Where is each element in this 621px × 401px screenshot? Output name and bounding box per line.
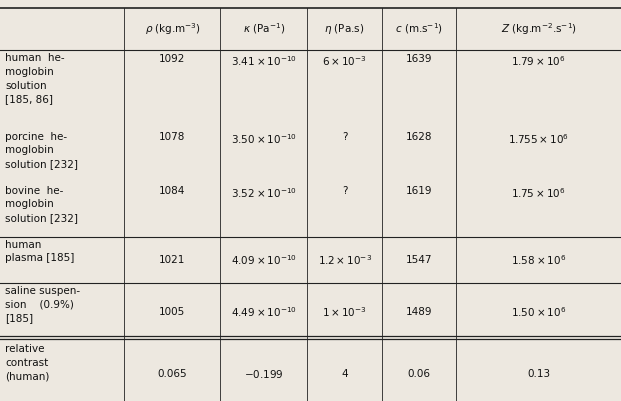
Text: $-0.199$: $-0.199$ (244, 368, 284, 380)
Text: saline suspen-
sion    (0.9%)
[185]: saline suspen- sion (0.9%) [185] (5, 286, 80, 323)
Text: 4: 4 (342, 369, 348, 379)
Text: $1.50 \times 10^{6}$: $1.50 \times 10^{6}$ (511, 305, 566, 319)
Text: $Z$ (kg.m$^{-2}$.s$^{-1}$): $Z$ (kg.m$^{-2}$.s$^{-1}$) (501, 21, 577, 37)
Text: 1005: 1005 (159, 307, 186, 317)
Text: $1.75 \times 10^{6}$: $1.75 \times 10^{6}$ (512, 186, 566, 200)
Text: human
plasma [185]: human plasma [185] (5, 240, 75, 263)
Text: 0.06: 0.06 (407, 369, 431, 379)
Text: $1.755 \times 10^{6}$: $1.755 \times 10^{6}$ (508, 132, 569, 146)
Text: 0.065: 0.065 (158, 369, 187, 379)
Text: $3.50 \times 10^{-10}$: $3.50 \times 10^{-10}$ (231, 132, 297, 146)
Text: 1639: 1639 (406, 54, 432, 64)
Text: relative
contrast
(human): relative contrast (human) (5, 344, 49, 381)
Text: 1021: 1021 (159, 255, 186, 265)
Text: 1078: 1078 (159, 132, 186, 142)
Text: human  he-
moglobin
solution
[185, 86]: human he- moglobin solution [185, 86] (5, 53, 65, 104)
Text: bovine  he-
moglobin
solution [232]: bovine he- moglobin solution [232] (5, 186, 78, 223)
Text: porcine  he-
moglobin
solution [232]: porcine he- moglobin solution [232] (5, 132, 78, 169)
Text: $4.09 \times 10^{-10}$: $4.09 \times 10^{-10}$ (231, 253, 297, 267)
Text: $\kappa$ (Pa$^{-1}$): $\kappa$ (Pa$^{-1}$) (243, 22, 285, 36)
Text: 1092: 1092 (159, 54, 186, 64)
Text: $1.79 \times 10^{6}$: $1.79 \times 10^{6}$ (512, 54, 566, 68)
Text: 1619: 1619 (406, 186, 432, 196)
Text: ?: ? (342, 186, 347, 196)
Text: 1084: 1084 (159, 186, 186, 196)
Text: $3.41 \times 10^{-10}$: $3.41 \times 10^{-10}$ (231, 54, 297, 68)
Text: $1 \times 10^{-3}$: $1 \times 10^{-3}$ (322, 305, 367, 319)
Text: 1628: 1628 (406, 132, 432, 142)
Text: $6 \times 10^{-3}$: $6 \times 10^{-3}$ (322, 54, 367, 68)
Text: 1547: 1547 (406, 255, 432, 265)
Text: $3.52 \times 10^{-10}$: $3.52 \times 10^{-10}$ (231, 186, 297, 200)
Text: $1.58 \times 10^{6}$: $1.58 \times 10^{6}$ (511, 253, 566, 267)
Text: $c$ (m.s$^{-1}$): $c$ (m.s$^{-1}$) (395, 22, 443, 36)
Text: $\eta$ (Pa.s): $\eta$ (Pa.s) (325, 22, 365, 36)
Text: $1.2 \times 10^{-3}$: $1.2 \times 10^{-3}$ (317, 253, 372, 267)
Text: 0.13: 0.13 (527, 369, 550, 379)
Text: $4.49 \times 10^{-10}$: $4.49 \times 10^{-10}$ (231, 305, 297, 319)
Text: ?: ? (342, 132, 347, 142)
Text: 1489: 1489 (406, 307, 432, 317)
Text: $\rho$ (kg.m$^{-3}$): $\rho$ (kg.m$^{-3}$) (145, 21, 200, 37)
